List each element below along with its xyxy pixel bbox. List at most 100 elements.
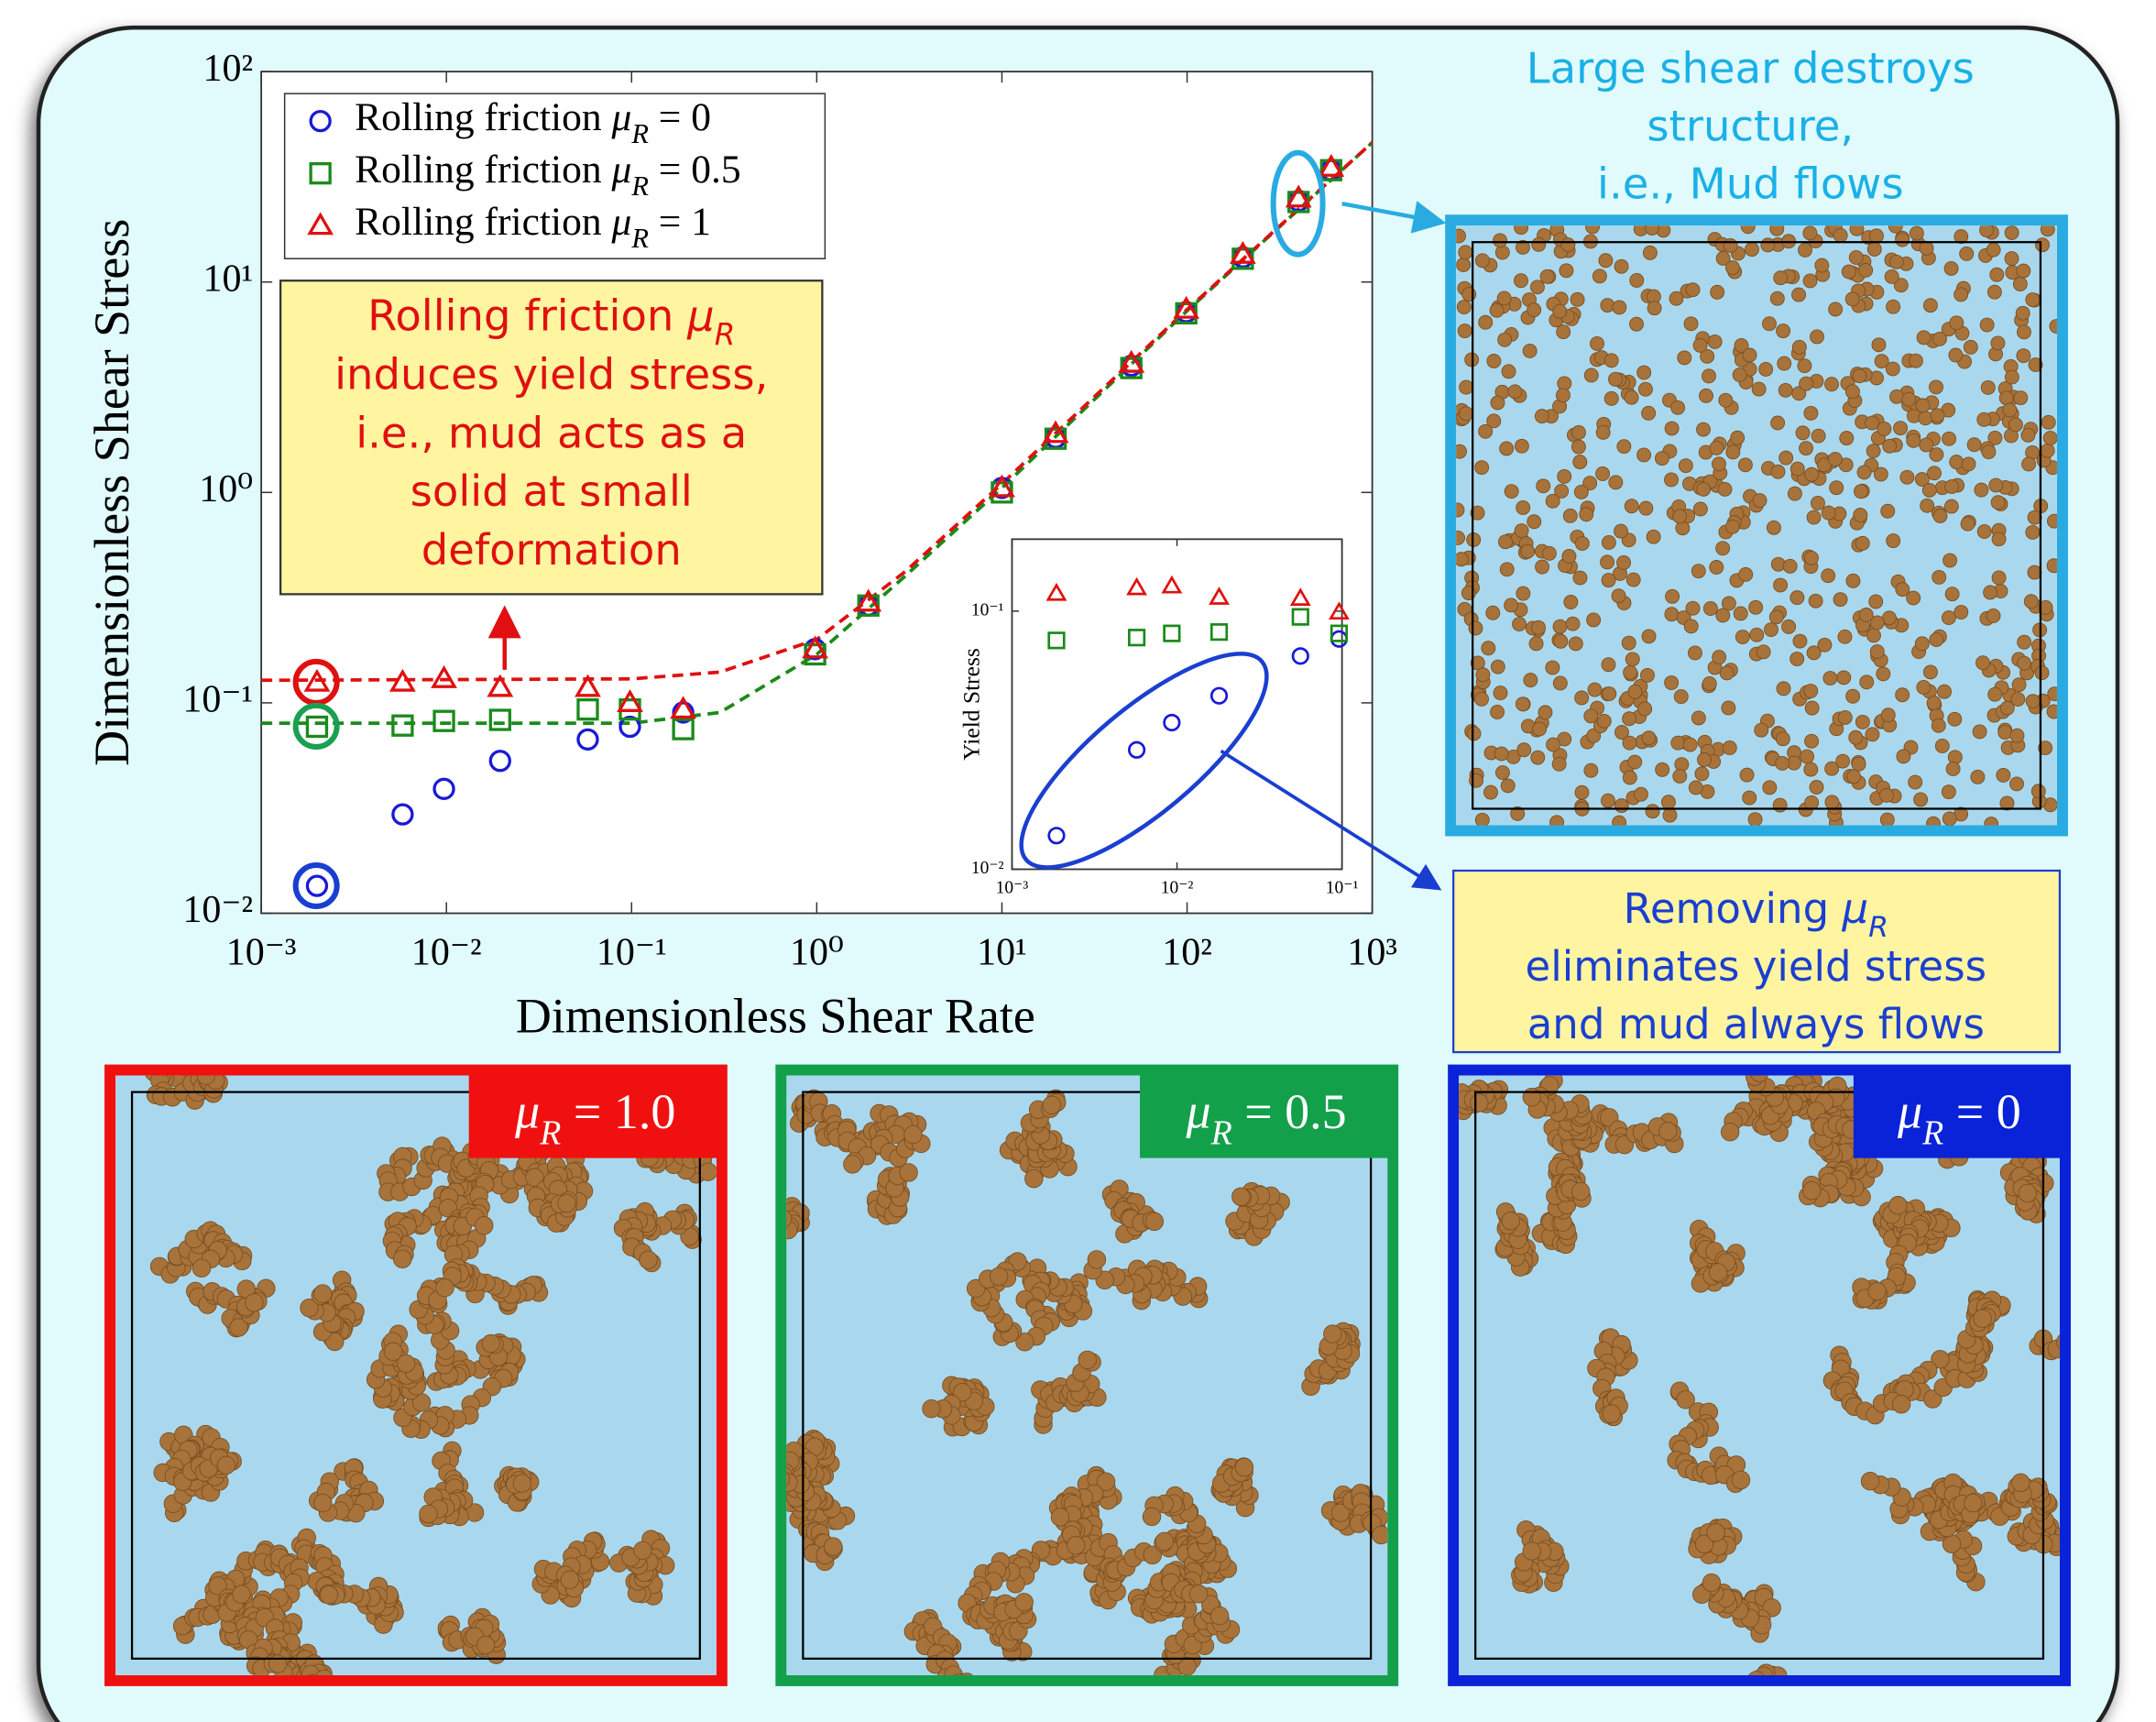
- particle: [1937, 684, 1952, 699]
- marker: [618, 715, 641, 739]
- particle: [1483, 784, 1498, 800]
- marker: [1118, 349, 1145, 373]
- marker: [389, 668, 416, 692]
- x-tick-label: 10⁻³: [226, 931, 297, 973]
- particle: [1915, 398, 1931, 413]
- particle: [1874, 354, 1889, 369]
- particle: [1782, 558, 1798, 574]
- particle: [1848, 250, 1864, 265]
- legend-marker: [309, 110, 332, 133]
- particle: [1568, 636, 1583, 652]
- marker: [1291, 647, 1309, 665]
- particle: [922, 1398, 941, 1419]
- particle: [1534, 409, 1549, 424]
- particle: [1574, 536, 1590, 552]
- arrow: [1220, 749, 1442, 891]
- marker: [488, 750, 511, 773]
- particle: [2025, 292, 2041, 308]
- particle: [1817, 637, 1833, 653]
- particle: [1990, 335, 2006, 351]
- particle: [1586, 728, 1602, 743]
- particle: [1614, 725, 1629, 740]
- particle: [1516, 239, 1530, 255]
- particle: [1532, 721, 1548, 737]
- particle: [1959, 246, 1975, 261]
- particle: [1574, 690, 1590, 706]
- particle: [1889, 389, 1904, 404]
- marker: [1329, 601, 1350, 620]
- particle: [1478, 423, 1494, 439]
- particle: [1718, 392, 1734, 408]
- particle: [1600, 298, 1615, 313]
- x-tick-label: 10⁻¹: [1326, 878, 1359, 897]
- particle: [1641, 405, 1657, 421]
- particle: [1934, 739, 1950, 753]
- particle: [313, 1493, 333, 1513]
- x-tick-label: 10³: [1347, 931, 1397, 973]
- particle: [1614, 258, 1629, 274]
- particle: [1886, 533, 1901, 549]
- panel-label-box: [1140, 1069, 1394, 1158]
- marker: [1163, 713, 1181, 732]
- particle: [1797, 358, 1812, 374]
- panel-frame: [104, 1064, 728, 1686]
- particle: [1602, 686, 1617, 701]
- particle: [952, 1383, 972, 1402]
- particle: [1929, 447, 1944, 463]
- particle: [1590, 336, 1604, 351]
- particle: [1616, 555, 1632, 570]
- particle: [1531, 620, 1546, 635]
- particle: [1490, 659, 1505, 675]
- particle: [1603, 390, 1619, 406]
- particle: [1601, 793, 1615, 808]
- particle: [1960, 516, 1975, 532]
- particle: [1494, 245, 1510, 260]
- particle: [1627, 754, 1643, 770]
- particle: [1914, 636, 1930, 652]
- particle: [1723, 238, 1738, 253]
- particle: [2049, 319, 2057, 334]
- particle: [1799, 376, 1814, 391]
- particle: [2009, 728, 2025, 743]
- particle: [1808, 593, 1823, 609]
- particle: [1835, 753, 1851, 769]
- particle: [208, 1576, 227, 1596]
- particle: [1490, 395, 1505, 411]
- particle: [1601, 535, 1616, 550]
- particle: [1582, 476, 1598, 491]
- particle: [1916, 330, 1932, 345]
- particle: [1640, 667, 1655, 683]
- particle: [1501, 1212, 1520, 1231]
- legend-marker: [309, 162, 332, 185]
- particle: [2034, 665, 2050, 681]
- particle: [1865, 415, 1880, 431]
- particle: [1990, 495, 2006, 510]
- particle: [1694, 1534, 1714, 1554]
- particle: [1885, 361, 1900, 377]
- particle: [1987, 686, 2003, 702]
- highlight-ring: [292, 862, 340, 910]
- particle: [1791, 339, 1807, 355]
- marker: [1127, 740, 1146, 759]
- particle: [1884, 269, 1899, 284]
- particle: [1844, 384, 1860, 400]
- particle: [1622, 735, 1637, 751]
- particle: [1683, 619, 1699, 634]
- particle: [1932, 331, 1947, 346]
- panel-box: [1474, 1091, 2045, 1660]
- particle: [1914, 472, 1930, 487]
- particle: [1664, 607, 1680, 622]
- particle: [1570, 291, 1585, 307]
- particle: [1700, 348, 1715, 364]
- particle: [1685, 282, 1701, 298]
- particle: [1579, 507, 1594, 522]
- particle: [1557, 468, 1572, 484]
- legend-box: [283, 93, 826, 259]
- particle: [1795, 425, 1811, 441]
- particle: [1485, 605, 1501, 620]
- particle: [1803, 762, 1819, 777]
- particle: [1662, 807, 1678, 823]
- particle: [1980, 379, 1996, 395]
- legend-marker: [307, 212, 334, 236]
